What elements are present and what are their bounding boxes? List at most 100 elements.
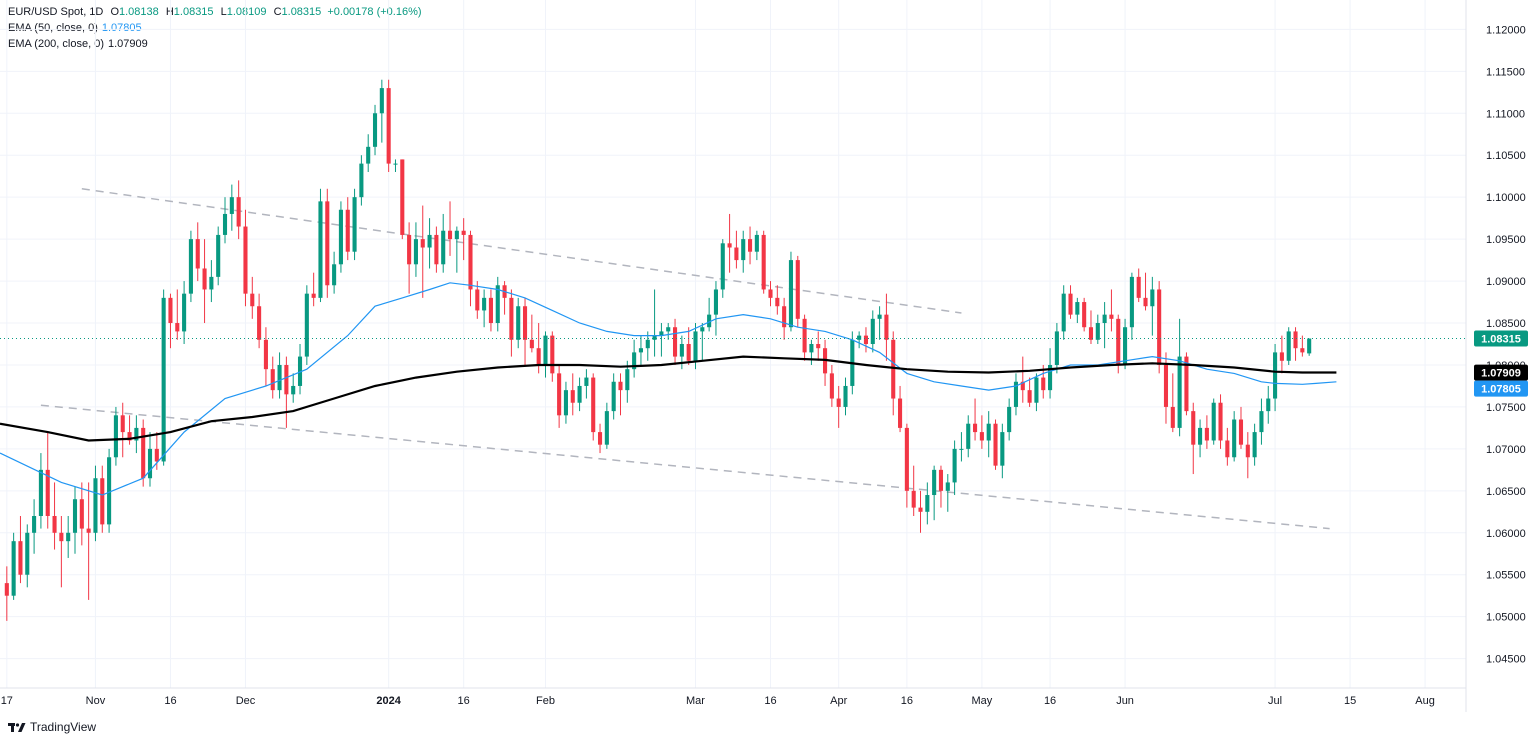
candle-down <box>141 427 146 479</box>
candle-up <box>291 385 296 395</box>
candle-up <box>932 469 937 496</box>
candle-up <box>216 234 221 277</box>
legend-ema50-value: 1.07805 <box>101 22 142 34</box>
ema-lines <box>0 282 1466 496</box>
candle-up <box>38 469 43 516</box>
candle-down <box>863 335 869 344</box>
ema200-line <box>0 355 1337 442</box>
candle-down <box>120 415 125 433</box>
candle-down <box>311 293 316 298</box>
candle-up <box>945 482 950 491</box>
x-axis[interactable]: 17 Nov 16 Dec 2024 16 Feb Mar 16 Apr 16 May 16 Jun Jul… <box>1 695 1435 707</box>
candle-down <box>400 159 405 235</box>
candle-up <box>1198 427 1203 445</box>
candle-up <box>611 381 616 412</box>
candle-down <box>557 373 562 416</box>
x-tick-label: Mar <box>686 695 705 707</box>
candle-up <box>147 448 153 479</box>
price-tag-box <box>1474 380 1528 397</box>
candle-up <box>707 314 712 328</box>
candle-up <box>32 516 37 533</box>
legend-symbol-row: EUR/USD Spot, 1D O1.08138 H1.08315 L1.08… <box>8 4 422 20</box>
candle-down <box>1238 419 1244 445</box>
candle-down <box>1191 411 1196 445</box>
candle-down <box>550 335 555 374</box>
candle-up <box>516 306 521 340</box>
legend-ema200-row[interactable]: EMA (200, close, 0) 1.07909 <box>8 36 422 52</box>
y-tick-label: 1.04500 <box>1486 654 1526 666</box>
price-tag-box <box>1474 364 1528 381</box>
candle-down <box>154 448 159 462</box>
legend-symbol[interactable]: EUR/USD Spot, 1D <box>8 6 104 18</box>
candle-up <box>161 297 166 462</box>
candle-up <box>277 364 282 391</box>
candle-up <box>986 423 991 441</box>
candle-up <box>577 385 582 403</box>
candle-up <box>857 335 862 340</box>
candle-up <box>625 369 630 391</box>
legend-ema200-label: EMA (200, close, 0) <box>8 38 104 50</box>
candle-up <box>1150 289 1155 307</box>
candle-down <box>911 490 916 508</box>
candle-down <box>768 289 773 298</box>
candle-down <box>4 583 9 596</box>
x-tick-label: Feb <box>536 695 555 707</box>
candle-up <box>209 276 214 290</box>
candle-down <box>1157 289 1162 365</box>
legend-high-label: H <box>165 6 174 18</box>
candle-up <box>318 201 323 298</box>
y-tick-label: 1.07000 <box>1486 444 1526 456</box>
candle-up <box>870 318 875 344</box>
candle-up <box>1000 432 1005 466</box>
candle-up <box>482 297 487 311</box>
candle-down <box>52 516 57 533</box>
y-tick-label: 1.09000 <box>1486 276 1526 288</box>
candle-up <box>1286 331 1291 361</box>
candle-down <box>1068 293 1073 315</box>
candle-down <box>918 507 923 512</box>
candle-down <box>1116 318 1121 365</box>
candle-up <box>359 163 364 198</box>
candle-down <box>734 247 739 261</box>
candle-up <box>1095 323 1100 340</box>
x-tick-label: 16 <box>1044 695 1056 707</box>
y-tick-label: 1.12000 <box>1486 24 1526 36</box>
candle-up <box>584 377 589 386</box>
x-tick-label: Jun <box>1116 695 1134 707</box>
legend-low-label: L <box>220 6 227 18</box>
y-tick-label: 1.08500 <box>1486 318 1526 330</box>
legend-ema50-row[interactable]: EMA (50, close, 0) 1.07805 <box>8 20 422 36</box>
candle-up <box>713 289 718 315</box>
candle-down <box>257 306 262 340</box>
candle-down <box>891 339 896 399</box>
candle-down <box>45 469 50 516</box>
candle-up <box>134 427 139 441</box>
candle-up <box>788 260 794 328</box>
candle-up <box>543 335 548 365</box>
x-tick-label: Nov <box>86 695 106 707</box>
candle-down <box>386 88 391 164</box>
candle-up <box>1075 302 1080 315</box>
x-tick-label: Dec <box>236 695 256 707</box>
candle-up <box>93 478 98 533</box>
x-tick-label: 17 <box>1 695 13 707</box>
candle-up <box>1266 398 1271 412</box>
candle-up <box>427 234 432 248</box>
y-axis[interactable]: 1.12000 1.11500 1.11000 1.10500 1.10000 1.095… <box>1486 24 1526 665</box>
candle-up <box>222 213 228 235</box>
candle-up <box>1048 364 1053 391</box>
x-tick-label: 16 <box>764 695 776 707</box>
candle-down <box>1225 440 1230 458</box>
candle-up <box>843 385 848 407</box>
candle-up <box>454 230 459 240</box>
candle-down <box>18 541 23 575</box>
candle-up <box>1123 327 1128 365</box>
candle-down <box>175 323 180 332</box>
tradingview-brand[interactable]: TradingView <box>8 720 96 734</box>
candle-up <box>952 448 957 483</box>
candle-up <box>1177 356 1182 428</box>
y-tick-label: 1.09500 <box>1486 234 1526 246</box>
candle-down <box>461 230 466 235</box>
candle-down <box>748 239 753 252</box>
